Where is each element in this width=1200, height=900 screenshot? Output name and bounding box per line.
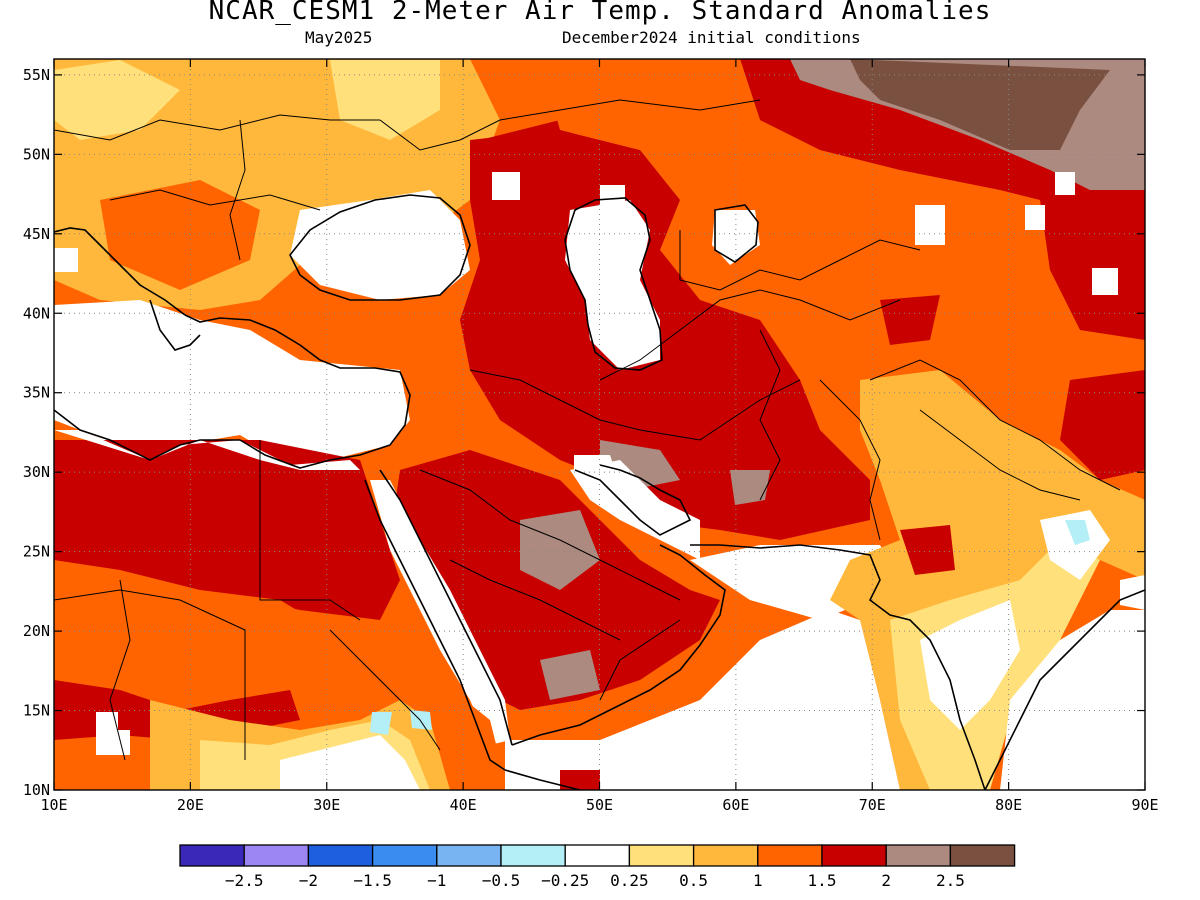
colorbar-swatch <box>500 844 566 867</box>
lon-tick-label: 70E <box>859 796 886 814</box>
colorbar-label: −2 <box>299 871 318 890</box>
colorbar-label: 2.5 <box>936 871 965 890</box>
colorbar-swatch <box>821 844 887 867</box>
colorbar-label: −0.25 <box>541 871 589 890</box>
lat-tick-label: 30N <box>23 463 50 481</box>
lon-tick-label: 40E <box>450 796 477 814</box>
coastlines <box>54 194 1145 790</box>
colorbar-label: 1.5 <box>808 871 837 890</box>
lon-tick-label: 60E <box>722 796 749 814</box>
colorbar-label: 0.5 <box>679 871 708 890</box>
colorbar-label: −2.5 <box>225 871 264 890</box>
colorbar-swatch <box>628 844 695 867</box>
colorbar-swatch <box>307 844 374 867</box>
lat-tick-label: 40N <box>23 304 50 322</box>
lon-tick-label: 20E <box>177 796 204 814</box>
anomaly-field <box>54 59 1145 790</box>
lat-tick-label: 25N <box>23 543 50 561</box>
colorbar-swatch <box>371 844 438 867</box>
lat-tick-label: 20N <box>23 622 50 640</box>
latitude-axis: 10N 15N 20N 25N 30N 35N 40N 45N 50N 55N <box>23 66 1145 799</box>
colorbar-label: 2 <box>881 871 891 890</box>
colorbar-swatch <box>885 844 952 867</box>
lon-tick-label: 80E <box>995 796 1022 814</box>
colorbar-label: −1 <box>427 871 446 890</box>
colorbar-swatch <box>757 844 823 867</box>
lat-tick-label: 15N <box>23 702 50 720</box>
colorbar-swatch <box>436 844 502 867</box>
lat-tick-label: 35N <box>23 384 50 402</box>
lat-tick-label: 50N <box>23 145 50 163</box>
lat-tick-label: 10N <box>23 781 50 799</box>
colorbar-label: −0.5 <box>482 871 521 890</box>
colorbar-swatch <box>179 844 245 867</box>
initial-conditions-label: December2024 initial conditions <box>562 28 861 47</box>
forecast-month: May2025 <box>305 28 373 47</box>
colorbar-swatch <box>243 844 310 867</box>
lat-tick-label: 45N <box>23 225 50 243</box>
colorbar-label: −1.5 <box>353 871 392 890</box>
colorbar: −2.5 −2 −1.5 −1 −0.5 −0.25 0.25 0.5 1 1.5 2 2.5 <box>179 844 1016 890</box>
lon-tick-label: 50E <box>586 796 613 814</box>
colorbar-swatch <box>564 844 631 867</box>
lon-tick-label: 90E <box>1131 796 1158 814</box>
lon-tick-label: 30E <box>313 796 340 814</box>
colorbar-label: 0.25 <box>610 871 649 890</box>
colorbar-label: 1 <box>753 871 763 890</box>
colorbar-swatch <box>949 844 1016 867</box>
map-title: NCAR_CESM1 2-Meter Air Temp. Standard An… <box>208 0 992 26</box>
lat-tick-label: 55N <box>23 66 50 84</box>
lon-tick-label: 10E <box>40 796 67 814</box>
country-borders <box>54 99 1121 761</box>
longitude-axis: 10E 20E 30E 40E 50E 60E 70E 80E 90E <box>40 59 1159 814</box>
colorbar-swatch <box>692 844 759 867</box>
